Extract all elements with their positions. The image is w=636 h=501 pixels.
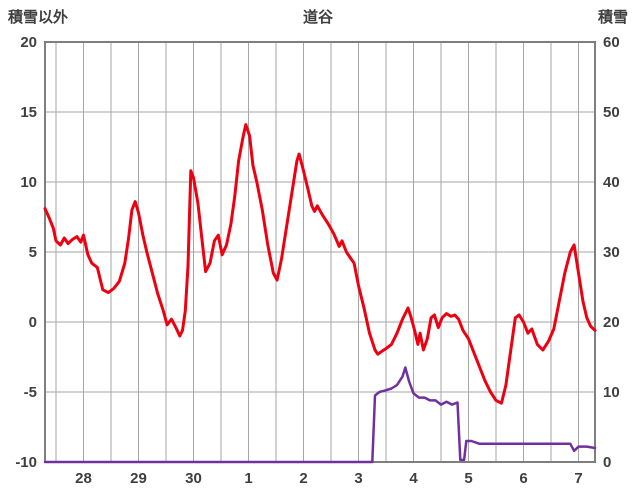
x-axis-tick-label: 1 <box>244 470 252 487</box>
x-axis-tick-label: 29 <box>130 470 147 487</box>
right-axis-tick-label: 50 <box>603 104 620 121</box>
left-axis-tick-label: 20 <box>20 34 37 51</box>
left-axis-title: 積雪以外 <box>8 9 69 26</box>
x-axis-tick-label: 4 <box>409 470 418 487</box>
x-axis-tick-label: 5 <box>464 470 472 487</box>
series-line-right <box>43 366 597 464</box>
series-line-left <box>43 123 597 405</box>
x-axis-tick-label: 30 <box>185 470 202 487</box>
right-axis-tick-label: 0 <box>603 454 611 471</box>
x-axis-tick-label: 28 <box>75 470 92 487</box>
right-axis-tick-label: 60 <box>603 34 620 51</box>
left-axis-tick-label: 5 <box>29 244 37 261</box>
x-axis-tick-label: 3 <box>354 470 362 487</box>
x-axis-tick-label: 6 <box>519 470 527 487</box>
left-axis-tick-label: 0 <box>29 314 37 331</box>
chart-title: 道谷 <box>302 9 333 26</box>
left-axis-tick-label: -5 <box>24 384 37 401</box>
right-axis-tick-label: 40 <box>603 174 620 191</box>
left-axis-tick-label: -10 <box>15 454 37 471</box>
right-axis-tick-label: 30 <box>603 244 620 261</box>
right-axis-tick-label: 10 <box>603 384 620 401</box>
x-axis-tick-label: 7 <box>574 470 582 487</box>
right-axis-title: 積雪 <box>597 9 628 26</box>
x-axis-tick-label: 2 <box>299 470 307 487</box>
right-axis-tick-label: 20 <box>603 314 620 331</box>
left-axis-tick-label: 10 <box>20 174 37 191</box>
left-axis-tick-label: 15 <box>20 104 37 121</box>
